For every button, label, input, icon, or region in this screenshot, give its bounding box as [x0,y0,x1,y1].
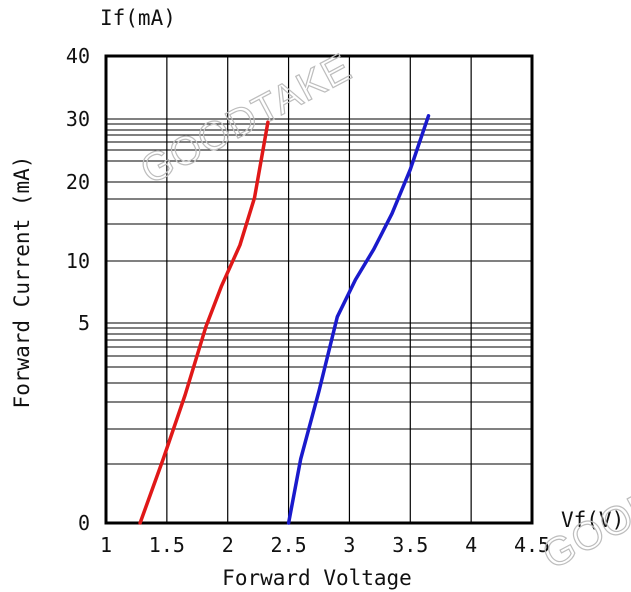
y-tick-label: 40 [66,44,90,68]
x-tick-label: 2 [222,533,234,557]
x-tick-label: 3.5 [392,533,428,557]
y-tick-label: 5 [78,311,90,335]
x-unit-label: Vf(V) [561,508,624,532]
plot-frame [104,54,534,525]
y-tick-label: 0 [78,511,90,535]
y-tick-label: 20 [66,170,90,194]
series-line-2 [286,114,431,525]
y-unit-label: If(mA) [100,6,176,30]
y-tick-label: 30 [66,107,90,131]
tick-labels: 1 1.5 2 2.5 3 3.5 4 4.5 0 5 10 20 30 40 [66,44,550,557]
x-tick-label: 4.5 [514,533,550,557]
x-axis-title: Forward Voltage [222,566,412,590]
x-tick-label: 4 [465,533,477,557]
series-line-1 [138,120,270,525]
y-tick-label: 10 [66,249,90,273]
x-tick-label: 1.5 [149,533,185,557]
x-tick-label: 2.5 [271,533,307,557]
x-tick-label: 3 [343,533,355,557]
watermark-goodt: GOODT [536,468,631,578]
grid [105,56,533,523]
x-tick-label: 1 [100,533,112,557]
series-layer [138,114,431,525]
y-axis-title: Forward Current (mA) [10,156,34,409]
